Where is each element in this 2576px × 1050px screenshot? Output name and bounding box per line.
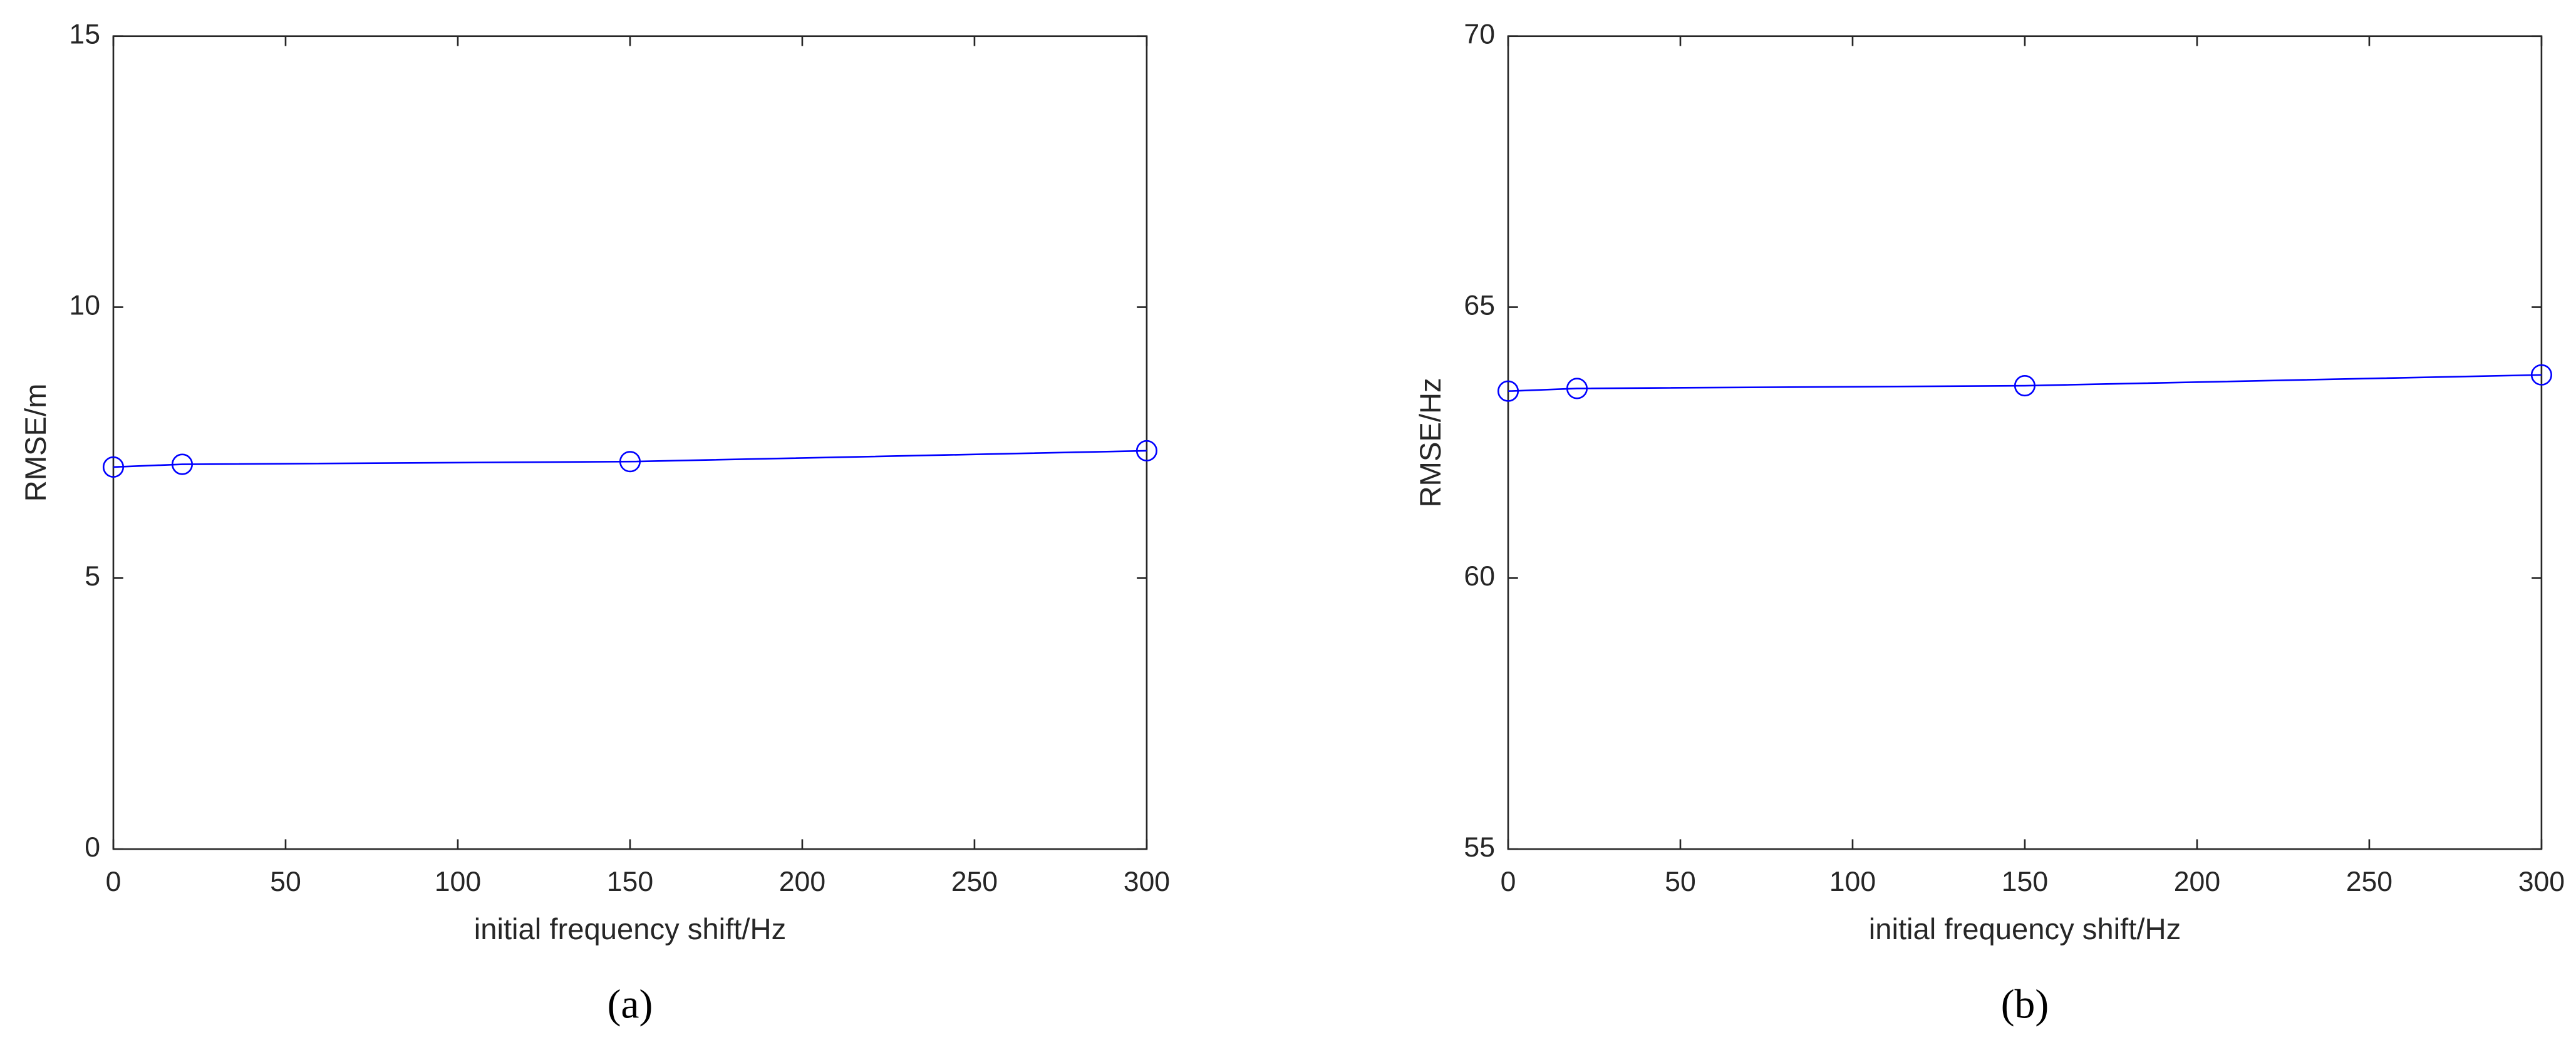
data-point — [2014, 375, 2036, 397]
y-tick-label: 0 — [85, 832, 100, 863]
data-point — [1135, 440, 1157, 461]
x-tick-label: 100 — [1829, 867, 1876, 897]
y-tick-label: 10 — [69, 290, 100, 321]
data-line — [113, 450, 1147, 468]
x-tick-label: 150 — [2002, 867, 2048, 897]
y-tick-label: 70 — [1464, 19, 1495, 50]
data-point — [1497, 380, 1519, 402]
data-point — [102, 456, 125, 478]
data-point — [1566, 378, 1588, 399]
x-tick-label: 200 — [779, 867, 825, 897]
data-point — [619, 451, 641, 473]
y-tick-label: 60 — [1464, 561, 1495, 592]
plot-area — [112, 35, 1148, 850]
y-axis-label: RMSE/m — [19, 384, 53, 502]
data-point — [171, 453, 194, 475]
y-tick-label: 5 — [85, 561, 100, 592]
y-axis-label: RMSE/Hz — [1414, 378, 1447, 507]
y-tick-label: 55 — [1464, 832, 1495, 863]
x-tick-label: 0 — [1501, 867, 1516, 897]
chart-panel: 0 50 100 150 200 250 300 55 60 65 70 initial freque… — [1414, 19, 2565, 1027]
x-tick-label: 150 — [607, 867, 653, 897]
x-tick-label: 250 — [951, 867, 998, 897]
caption: (b) — [2001, 982, 2049, 1027]
x-tick-label: 50 — [1665, 867, 1696, 897]
x-tick-label: 0 — [106, 867, 122, 897]
x-tick-label: 100 — [435, 867, 481, 897]
data-point — [2530, 364, 2552, 386]
caption: (a) — [608, 982, 653, 1027]
x-tick-label: 300 — [1124, 867, 1170, 897]
chart-panel: 0 50 100 150 200 250 300 0 5 10 15 initial frequenc… — [19, 19, 1170, 1027]
x-axis-label: initial frequency shift/Hz — [474, 913, 786, 946]
plot-area — [1507, 35, 2543, 850]
x-tick-label: 300 — [2518, 867, 2565, 897]
y-tick-label: 15 — [69, 19, 100, 50]
x-axis-label: initial frequency shift/Hz — [1869, 913, 2181, 946]
data-line — [1508, 374, 2542, 393]
x-tick-label: 250 — [2346, 867, 2392, 897]
x-tick-label: 50 — [270, 867, 301, 897]
y-tick-label: 65 — [1464, 290, 1495, 321]
x-tick-label: 200 — [2174, 867, 2220, 897]
